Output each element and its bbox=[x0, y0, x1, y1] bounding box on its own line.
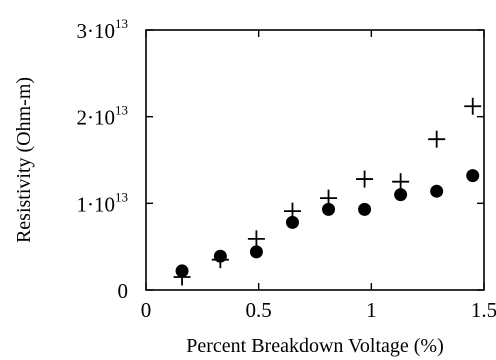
data-point-plus bbox=[211, 251, 229, 269]
plot-frame bbox=[145, 29, 485, 291]
x-tick-label: 1.5 bbox=[471, 298, 496, 322]
data-point-circle bbox=[358, 202, 372, 216]
data-point-plus bbox=[320, 189, 338, 207]
data-point-circle bbox=[249, 245, 263, 259]
y-tick-base: 3·10 bbox=[77, 19, 116, 43]
data-point-circle bbox=[322, 202, 336, 216]
y-tick-label: 0 bbox=[118, 279, 129, 303]
data-point-circle bbox=[285, 215, 299, 229]
y-tick-exponent: 13 bbox=[115, 189, 128, 204]
data-point-circle bbox=[430, 184, 444, 198]
data-point-plus bbox=[428, 130, 446, 148]
y-tick-label: 1·1013 bbox=[77, 189, 129, 216]
y-tick-exponent: 13 bbox=[115, 16, 128, 31]
x-tick-label: 0.5 bbox=[246, 298, 272, 322]
x-axis-label: Percent Breakdown Voltage (%) bbox=[186, 335, 444, 357]
x-tick-label: 1 bbox=[366, 298, 377, 322]
y-tick-base: 1·10 bbox=[77, 192, 116, 216]
data-point-plus bbox=[356, 170, 374, 188]
y-tick-label: 3·1013 bbox=[77, 16, 129, 43]
data-point-plus bbox=[392, 173, 410, 191]
y-tick-base: 0 bbox=[118, 279, 129, 303]
y-tick-label: 2·1013 bbox=[77, 103, 129, 130]
data-point-plus bbox=[247, 230, 265, 248]
y-tick-exponent: 13 bbox=[115, 103, 128, 118]
data-marks bbox=[173, 97, 482, 286]
data-point-circle bbox=[466, 169, 480, 183]
x-axis-ticks: 0 0.5 1 1.5 bbox=[141, 30, 496, 322]
data-point-plus bbox=[464, 97, 482, 115]
data-point-circle bbox=[394, 188, 408, 202]
y-axis-label: Resistivity (Ohm-m) bbox=[13, 77, 35, 243]
data-point-plus bbox=[173, 268, 191, 286]
x-tick-label: 0 bbox=[141, 298, 152, 322]
y-tick-base: 2·10 bbox=[77, 106, 116, 130]
data-point-plus bbox=[283, 202, 301, 220]
